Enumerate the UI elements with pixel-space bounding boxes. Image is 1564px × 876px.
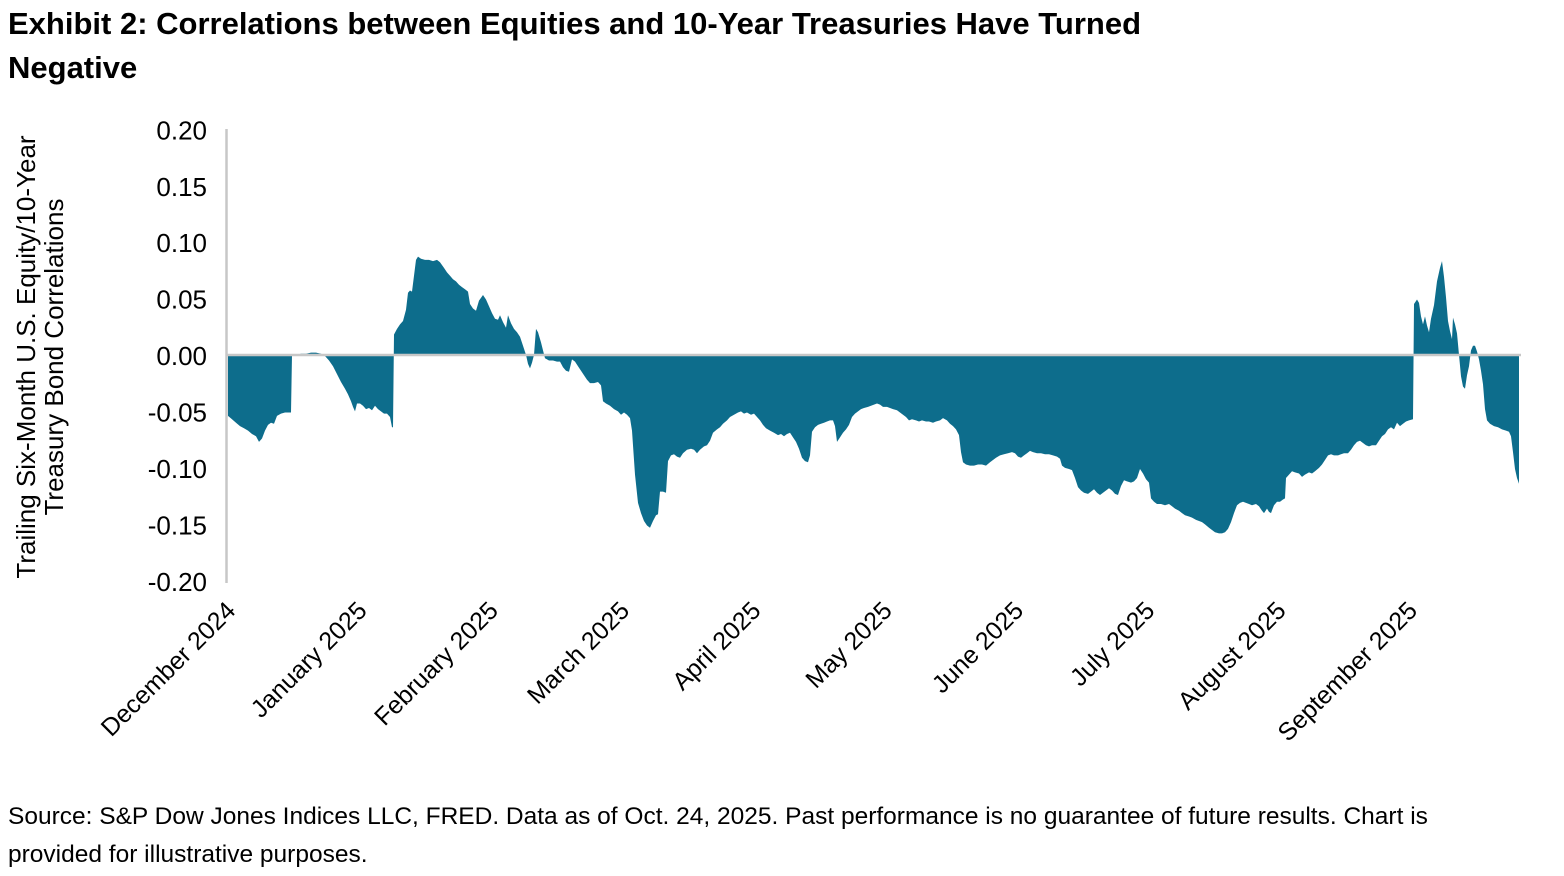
y-tick-label: -0.05 xyxy=(148,398,207,428)
x-tick-label: July 2025 xyxy=(1065,596,1160,691)
x-tick-label: March 2025 xyxy=(522,596,635,709)
y-tick-label: -0.15 xyxy=(148,511,207,541)
x-tick-label: April 2025 xyxy=(667,596,766,695)
source-note: Source: S&P Dow Jones Indices LLC, FRED.… xyxy=(8,798,1560,874)
y-tick-label: 0.00 xyxy=(156,341,207,371)
y-tick-label: 0.05 xyxy=(156,285,207,315)
correlation-area-series xyxy=(228,256,1519,534)
x-tick-label: June 2025 xyxy=(927,596,1029,698)
y-tick-label: -0.10 xyxy=(148,454,207,484)
y-tick-label: 0.10 xyxy=(156,228,207,258)
page-title-line-2: Negative xyxy=(8,50,138,85)
source-note-line-1: Source: S&P Dow Jones Indices LLC, FRED.… xyxy=(8,803,1428,830)
y-tick-label: 0.20 xyxy=(156,115,207,145)
y-axis-tick-labels: 0.20 0.15 0.10 0.05 0.00 -0.05 -0.10 -0.15 -0.20 xyxy=(148,115,207,597)
x-tick-label: September 2025 xyxy=(1272,596,1423,747)
y-tick-label: 0.15 xyxy=(156,172,207,202)
x-tick-label: May 2025 xyxy=(800,596,897,693)
x-tick-label: August 2025 xyxy=(1173,596,1292,715)
x-tick-label: December 2024 xyxy=(96,596,242,742)
source-note-line-2: provided for illustrative purposes. xyxy=(8,841,368,868)
y-tick-label: -0.20 xyxy=(148,567,207,597)
page-title-line-1: Exhibit 2: Correlations between Equities… xyxy=(8,6,1142,41)
x-tick-label: January 2025 xyxy=(246,596,373,723)
page-title: Exhibit 2: Correlations between Equities… xyxy=(8,2,1548,90)
x-tick-label: February 2025 xyxy=(369,596,504,731)
